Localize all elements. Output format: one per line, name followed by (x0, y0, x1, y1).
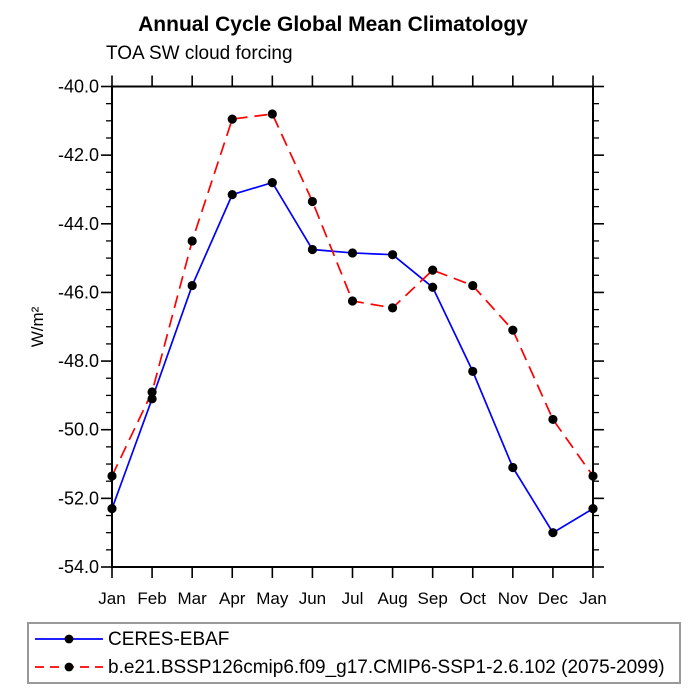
data-point-s1-Dec (548, 414, 558, 425)
x-tick-label: Nov (498, 589, 529, 608)
legend-line-sample-dashed (35, 662, 103, 672)
x-tick-label: Aug (377, 589, 407, 608)
x-tick-label: Mar (178, 589, 208, 608)
data-point-s0-Oct (468, 366, 478, 376)
data-point-s0-Jun (307, 244, 318, 255)
y-tick-label: -52.0 (58, 488, 99, 508)
x-tick-label: Oct (460, 589, 487, 608)
plot-frame (111, 85, 594, 568)
y-tick-label: -40.0 (58, 77, 99, 97)
data-point-s0-Jul (347, 248, 358, 258)
legend: CERES-EBAF b.e21.BSSP126cmip6.f09_g17.CM… (27, 622, 681, 684)
data-point-s1-Jun (307, 196, 318, 207)
data-point-s1-Apr (227, 114, 237, 124)
legend-label-model: b.e21.BSSP126cmip6.f09_g17.CMIP6-SSP1-2.… (108, 656, 665, 678)
x-tick-label: Jun (299, 589, 326, 608)
data-point-s1-Mar (187, 236, 197, 246)
series-line-0 (111, 181, 594, 534)
y-tick-label: -50.0 (58, 420, 99, 440)
data-point-s1-Oct (468, 280, 478, 291)
series-line-1 (111, 113, 594, 477)
y-tick-label: -54.0 (58, 557, 99, 577)
data-point-s0-Nov (508, 462, 518, 473)
x-tick-label: Sep (418, 589, 448, 608)
x-tick-label: May (256, 589, 289, 608)
data-point-s0-Jan (588, 504, 598, 514)
data-point-s1-Feb (147, 387, 157, 397)
x-tick-label: Apr (219, 589, 246, 608)
y-tick-label: -42.0 (58, 145, 99, 165)
chart-title: Annual Cycle Global Mean Climatology (138, 13, 528, 36)
x-tick-label: Jul (342, 589, 364, 608)
data-point-s0-Mar (187, 280, 197, 291)
data-point-s0-Feb (147, 394, 157, 404)
data-point-s1-Jul (347, 296, 358, 306)
y-tick-label: -44.0 (58, 214, 99, 234)
y-tick-label: -46.0 (58, 282, 99, 302)
x-tick-label: Jan (579, 589, 606, 608)
x-tick-label: Jan (98, 589, 125, 608)
data-point-s0-Jan (107, 504, 117, 514)
data-point-s0-Dec (548, 528, 558, 538)
x-tick-label: Dec (538, 589, 569, 608)
legend-marker-dot-icon (64, 634, 74, 644)
legend-item-model: b.e21.BSSP126cmip6.f09_g17.CMIP6-SSP1-2.… (32, 653, 679, 681)
chart-subtitle: TOA SW cloud forcing (106, 43, 293, 64)
x-tick-label: Feb (137, 589, 166, 608)
data-point-s1-Jan (588, 471, 598, 481)
plot-area: Jan Feb Mar Apr May Jun Jul Aug Sep Oct Nov Dec Jan -… (58, 75, 607, 608)
data-point-s1-Aug (387, 303, 398, 313)
legend-line-sample-solid (35, 634, 103, 644)
data-point-s0-Apr (227, 190, 237, 200)
data-point-s1-Nov (508, 325, 518, 335)
data-point-s1-Jan (107, 471, 117, 481)
data-point-s0-Aug (387, 250, 398, 260)
legend-label-ceres-ebaf: CERES-EBAF (108, 628, 230, 650)
data-point-s1-May (267, 109, 277, 119)
data-point-s0-May (267, 178, 277, 188)
data-point-s0-Sep (428, 282, 438, 292)
y-tick-label: -48.0 (58, 351, 99, 371)
data-point-s1-Sep (428, 265, 438, 275)
legend-item-ceres-ebaf: CERES-EBAF (32, 625, 679, 653)
legend-marker-dot-icon (64, 662, 74, 672)
